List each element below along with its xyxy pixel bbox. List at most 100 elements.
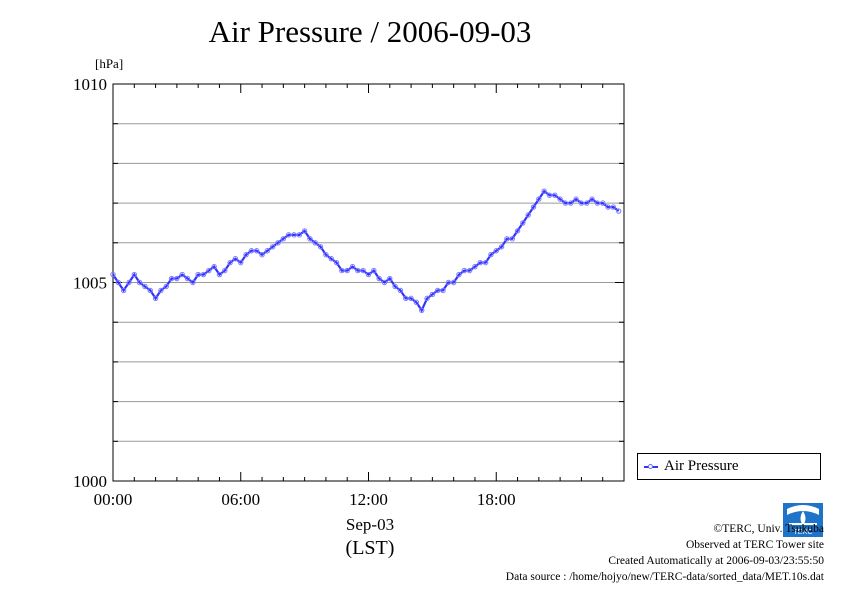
- credit-copyright: ©TERC, Univ. Tsukuba: [713, 523, 824, 535]
- data-point: [349, 263, 356, 270]
- data-point: [131, 271, 137, 278]
- y-tick-label: 1010: [73, 75, 107, 94]
- data-point: [450, 279, 457, 286]
- data-point: [424, 295, 430, 302]
- data-point: [312, 240, 318, 246]
- data-point: [216, 271, 223, 278]
- data-point: [493, 248, 499, 254]
- data-point: [136, 279, 143, 286]
- x-tick-label: 12:00: [349, 490, 388, 509]
- data-point: [578, 200, 585, 206]
- data-point: [429, 291, 436, 298]
- data-point: [589, 196, 595, 202]
- data-point: [232, 255, 239, 262]
- data-point: [392, 283, 398, 290]
- data-point: [466, 267, 473, 274]
- data-point: [488, 252, 494, 258]
- data-point: [413, 299, 420, 306]
- data-point: [211, 263, 217, 270]
- data-point: [557, 196, 563, 202]
- data-point: [269, 244, 276, 250]
- data-point: [301, 228, 308, 234]
- data-point: [168, 275, 175, 282]
- data-point: [355, 267, 361, 274]
- data-point: [264, 248, 271, 254]
- series-layer: [110, 188, 622, 313]
- data-point: [610, 204, 617, 210]
- data-point: [307, 236, 313, 242]
- legend: Air Pressure: [637, 453, 821, 480]
- data-point: [275, 240, 281, 246]
- y-axis-label: [hPa]: [95, 56, 123, 71]
- data-point: [525, 212, 531, 218]
- grid-lines: [113, 123, 624, 442]
- data-point: [536, 196, 542, 202]
- data-point: [174, 275, 180, 282]
- data-point: [158, 287, 164, 294]
- series-line: [112, 189, 620, 313]
- data-point: [408, 295, 414, 302]
- data-point: [498, 244, 505, 250]
- data-point: [280, 236, 287, 242]
- data-point: [238, 259, 244, 266]
- data-point: [573, 196, 579, 202]
- data-point: [317, 244, 324, 250]
- data-point: [615, 208, 622, 214]
- data-point: [126, 279, 132, 286]
- data-point: [509, 236, 515, 242]
- data-point: [328, 255, 334, 262]
- data-point: [514, 228, 521, 234]
- y-tick-label: 1000: [73, 472, 107, 491]
- credit-site: Observed at TERC Tower site: [685, 539, 824, 551]
- data-point: [584, 200, 590, 206]
- data-point: [120, 287, 127, 294]
- data-point: [365, 271, 372, 278]
- legend-label: Air Pressure: [664, 458, 739, 474]
- data-point: [600, 200, 606, 206]
- data-point: [206, 267, 212, 274]
- data-point: [546, 192, 553, 198]
- data-point: [541, 188, 547, 194]
- data-point: [456, 271, 462, 278]
- data-point: [568, 200, 574, 206]
- data-point: [142, 283, 148, 290]
- data-point: [296, 232, 303, 238]
- data-point: [333, 259, 340, 266]
- data-point: [339, 267, 345, 274]
- x-tick-label: 18:00: [477, 490, 516, 509]
- data-point: [461, 267, 468, 274]
- data-point: [381, 279, 388, 286]
- credit-created: Created Automatically at 2006-09-03/23:5…: [608, 555, 824, 567]
- data-point: [472, 263, 478, 270]
- data-point: [440, 287, 446, 294]
- y-tick-label: 1005: [73, 274, 107, 293]
- data-point: [163, 283, 169, 290]
- data-point: [344, 267, 350, 274]
- data-point: [360, 267, 366, 274]
- data-point: [445, 279, 452, 286]
- data-point: [397, 287, 404, 294]
- data-point: [254, 248, 260, 254]
- terc-logo: TERC: [783, 503, 823, 537]
- data-point: [115, 279, 122, 286]
- data-point: [482, 259, 489, 266]
- x-timezone-label: (LST): [345, 537, 395, 559]
- data-point: [190, 279, 196, 286]
- credit-source: Data source : /home/hojyo/new/TERC-data/…: [505, 571, 824, 583]
- data-point: [520, 220, 526, 226]
- x-tick-label: 00:00: [94, 490, 133, 509]
- credits: ©TERC, Univ. Tsukuba Observed at TERC To…: [506, 521, 824, 585]
- x-tick-label: 06:00: [221, 490, 260, 509]
- data-point: [184, 275, 191, 282]
- data-point: [605, 204, 611, 210]
- data-point: [110, 271, 116, 278]
- data-point: [504, 236, 510, 242]
- data-point: [530, 204, 537, 210]
- data-point: [248, 248, 255, 254]
- data-point: [477, 259, 483, 266]
- data-point: [552, 192, 558, 198]
- data-point: [419, 307, 425, 313]
- logo-text: TERC: [793, 529, 812, 536]
- data-point: [562, 200, 569, 206]
